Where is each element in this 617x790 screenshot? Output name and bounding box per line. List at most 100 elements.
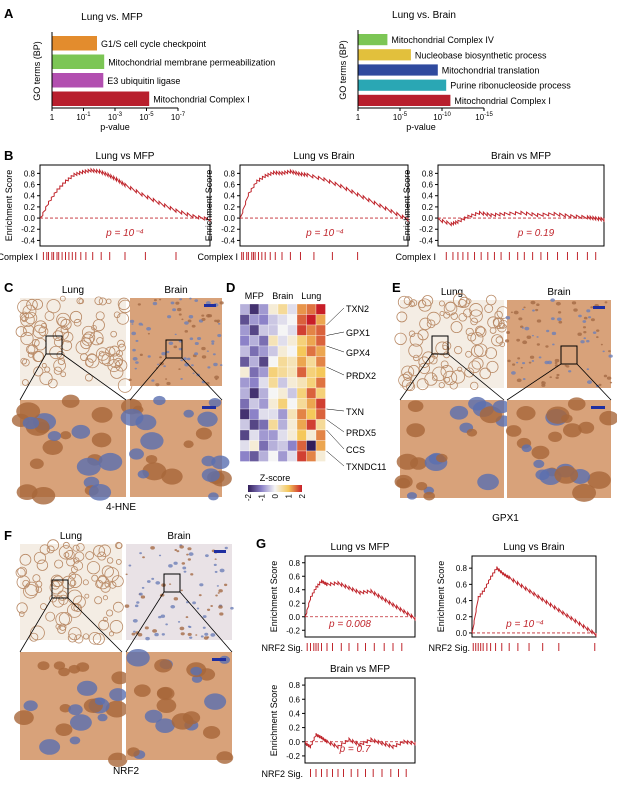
cell-nucleus: [216, 751, 234, 764]
cell-nucleus: [161, 633, 165, 636]
alveolus: [495, 336, 503, 344]
cell-nucleus: [600, 343, 603, 346]
heatmap-cell: [315, 408, 326, 420]
alveolus: [85, 373, 93, 382]
alveolus: [53, 359, 66, 372]
cell-nucleus: [215, 594, 218, 597]
zoom-line: [506, 363, 562, 401]
alveolus: [451, 369, 466, 384]
cell-nucleus: [94, 697, 106, 706]
alveolus: [117, 297, 131, 311]
cell-nucleus: [214, 319, 218, 323]
cell-nucleus: [521, 327, 524, 329]
cell-nucleus: [536, 319, 542, 323]
plot-frame: [304, 677, 416, 764]
y-axis-label: Enrichment Score: [269, 561, 279, 633]
alveolus: [443, 301, 458, 316]
cell-nucleus: [171, 713, 194, 730]
cell-nucleus: [596, 336, 599, 339]
alveolus: [36, 559, 49, 571]
histology-title-left: Lung: [62, 285, 84, 296]
heatmap-cell: [258, 387, 269, 399]
heatmap-cell: [268, 377, 279, 389]
y-tick-label: 0.6: [289, 695, 301, 704]
p-value-annotation: p = 10⁻⁴: [305, 228, 344, 239]
cell-nucleus: [587, 380, 593, 384]
cell-nucleus: [573, 308, 578, 312]
cell-nucleus: [586, 368, 590, 371]
alveolus: [19, 553, 32, 566]
heatmap-cell: [258, 440, 269, 452]
heatmap-cell: [306, 429, 317, 441]
cell-nucleus: [396, 453, 419, 470]
alveolus: [58, 594, 69, 605]
cell-nucleus: [535, 308, 539, 312]
alveolus: [98, 351, 111, 365]
cell-nucleus: [158, 554, 162, 557]
alveolus: [49, 580, 64, 595]
heatmap-cell: [296, 387, 307, 399]
heatmap-cell: [306, 419, 317, 431]
cell-nucleus: [129, 319, 135, 324]
y-tick-label: 0.8: [289, 559, 301, 568]
heatmap-cell: [315, 450, 326, 462]
cell-nucleus: [545, 345, 549, 348]
y-tick-label: 0.8: [422, 169, 434, 178]
cell-nucleus: [69, 736, 81, 745]
enrichment-curve: [304, 579, 416, 622]
cell-nucleus: [68, 704, 83, 716]
cell-nucleus: [587, 471, 611, 489]
heatmap-cell: [239, 366, 250, 378]
cell-nucleus: [132, 618, 138, 623]
label-connector: [326, 450, 345, 467]
alveolus: [470, 344, 484, 358]
cell-nucleus: [202, 725, 221, 739]
cell-nucleus: [510, 311, 513, 314]
cell-nucleus: [436, 453, 448, 463]
heatmap-cell: [287, 324, 298, 336]
alveolus: [26, 298, 38, 311]
y-axis-label: Enrichment Score: [402, 170, 412, 242]
heatmap-cell: [249, 314, 260, 326]
heatmap-cell: [296, 440, 307, 452]
cell-nucleus: [126, 648, 150, 667]
cell-nucleus: [219, 301, 224, 305]
label-connector: [326, 429, 345, 450]
alveolus: [56, 350, 65, 360]
heatmap-cell: [268, 419, 279, 431]
heatmap-cell: [258, 356, 269, 368]
heatmap-cell: [296, 345, 307, 357]
y-tick-label: 0.0: [289, 613, 301, 622]
alveolus: [94, 596, 103, 605]
alveolus: [23, 583, 38, 599]
gsea-plot-brain-vs-mfp: Brain vs MFP 0.8 0.6 0.4 0.2 0.0 -0.2 -0.4 Enric…: [395, 151, 605, 262]
alveolus: [453, 292, 468, 308]
alveolus: [473, 343, 488, 357]
heatmap-cell: [296, 335, 307, 347]
heatmap-cell: [258, 303, 269, 315]
cell-nucleus: [134, 604, 139, 608]
heatmap-cell: [249, 398, 260, 410]
alveolus: [35, 580, 43, 588]
cell-nucleus: [572, 483, 597, 502]
cell-nucleus: [185, 616, 189, 619]
heatmap-cell: [277, 408, 288, 420]
inset-box: [45, 335, 63, 355]
heatmap-cell: [249, 335, 260, 347]
cell-nucleus: [150, 546, 155, 550]
cell-nucleus: [530, 300, 536, 305]
alveolus: [115, 541, 123, 550]
cell-nucleus: [586, 309, 591, 313]
cell-nucleus: [564, 364, 567, 367]
cell-nucleus: [609, 381, 613, 384]
gene-set-label: NRF2 Sig.: [261, 643, 303, 653]
cell-nucleus: [522, 340, 528, 345]
plot-frame: [39, 164, 211, 247]
heatmap-cell: [239, 450, 250, 462]
cell-nucleus: [174, 548, 178, 552]
zoom-line: [19, 597, 53, 653]
alveolus: [101, 565, 114, 578]
cell-nucleus: [141, 586, 145, 589]
heatmap-cell: [277, 450, 288, 462]
alveolus: [474, 325, 485, 336]
